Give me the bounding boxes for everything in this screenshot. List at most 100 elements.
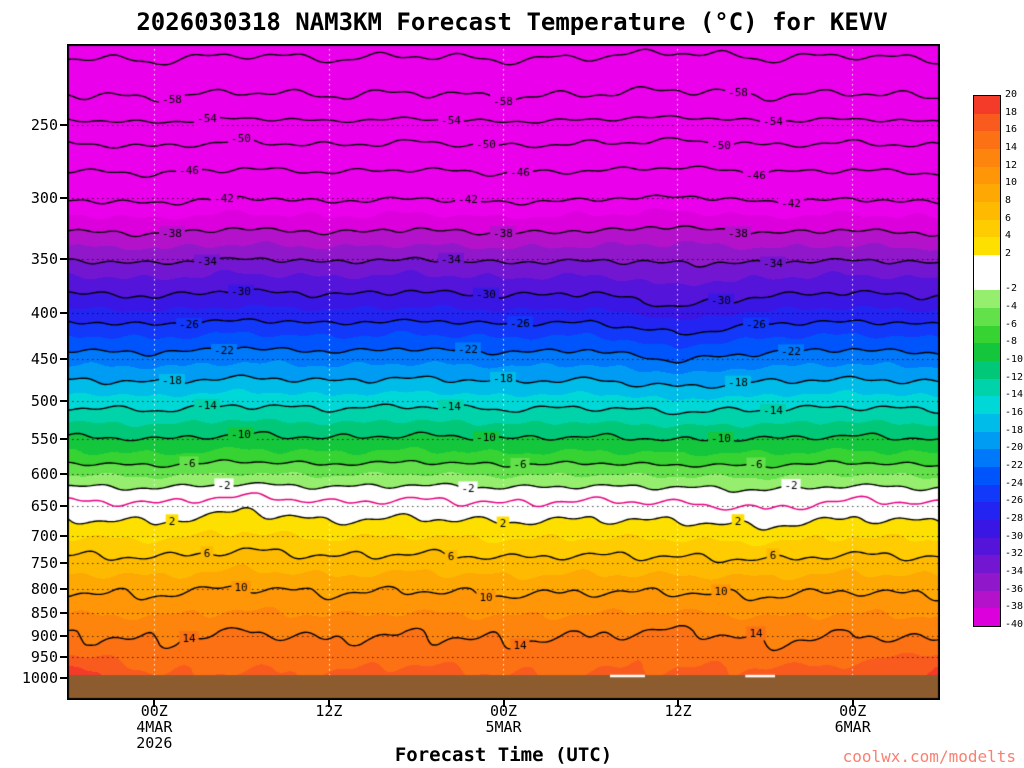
x-axis-tick-label: 12Z <box>315 702 343 720</box>
y-axis-tick-label: 600 <box>30 465 58 484</box>
y-axis-tick-mark <box>60 612 67 615</box>
colorbar-tick-label: -40 <box>1005 619 1024 630</box>
y-axis-tick-mark <box>60 438 67 441</box>
colorbar-tick-label: -28 <box>1005 513 1024 524</box>
y-axis-tick-mark <box>60 258 67 261</box>
colorbar-cell <box>974 484 1000 503</box>
y-axis-tick-label: 700 <box>30 526 58 545</box>
colorbar-cell <box>974 361 1000 379</box>
x-axis-tick-mark <box>851 700 854 707</box>
colorbar-cell <box>974 237 1000 256</box>
colorbar-cell <box>974 131 1000 150</box>
colorbar-cell <box>974 290 1000 309</box>
x-axis-tick-label: 2026 <box>136 734 173 752</box>
x-axis-tick-label: 12Z <box>664 702 692 720</box>
x-axis-tick-label: 5MAR <box>485 718 522 736</box>
colorbar-cell <box>974 449 1000 468</box>
colorbar-tick-label: -4 <box>1005 301 1018 312</box>
colorbar-cell <box>974 96 1000 114</box>
y-axis-tick-label: 400 <box>30 303 58 322</box>
y-axis-tick-label: 1000 <box>21 668 58 687</box>
colorbar-cell <box>974 255 1000 273</box>
y-axis-tick-label: 350 <box>30 250 58 269</box>
colorbar <box>973 95 1001 627</box>
colorbar-tick-label: 16 <box>1005 124 1018 136</box>
colorbar-tick-label: -34 <box>1005 566 1024 577</box>
y-axis-tick-label: 750 <box>30 554 58 573</box>
colorbar-cell <box>974 414 1000 432</box>
colorbar-tick-label: -16 <box>1005 407 1024 418</box>
colorbar-tick-label: -26 <box>1005 495 1024 507</box>
colorbar-tick-label: 8 <box>1005 195 1012 206</box>
y-axis-tick-mark <box>60 634 67 637</box>
y-axis-tick-mark <box>60 534 67 537</box>
y-axis-tick-mark <box>60 358 67 361</box>
colorbar-tick-label: -36 <box>1005 583 1024 595</box>
y-axis-tick-mark <box>60 505 67 508</box>
colorbar-tick-label: -30 <box>1005 530 1024 542</box>
colorbar-cell <box>974 166 1000 185</box>
y-axis-tick-mark <box>60 400 67 403</box>
colorbar-tick-label: 6 <box>1005 212 1012 224</box>
x-axis-tick-mark <box>677 700 680 707</box>
colorbar-cell <box>974 555 1000 574</box>
colorbar-tick-label: -12 <box>1005 371 1024 383</box>
y-axis-tick-label: 800 <box>30 579 58 598</box>
y-axis-tick-label: 500 <box>30 392 58 411</box>
colorbar-cell <box>974 308 1000 326</box>
colorbar-tick-label: -2 <box>1005 283 1018 295</box>
y-axis-tick-label: 250 <box>30 116 58 135</box>
watermark: coolwx.com/modelts <box>842 747 1016 766</box>
y-axis-tick-label: 450 <box>30 350 58 369</box>
y-axis-tick-mark <box>60 676 67 679</box>
temperature-cross-section-plot <box>67 44 940 700</box>
y-axis-tick-mark <box>60 124 67 127</box>
colorbar-cell <box>974 272 1000 291</box>
colorbar-tick-label: 18 <box>1005 106 1018 118</box>
y-axis-tick-mark <box>60 311 67 314</box>
y-axis-tick-label: 650 <box>30 497 58 516</box>
y-axis-tick-label: 550 <box>30 430 58 449</box>
colorbar-cell <box>974 537 1000 556</box>
colorbar-tick-label: 12 <box>1005 159 1018 171</box>
colorbar-tick-label: 10 <box>1005 177 1018 189</box>
colorbar-tick-label: -10 <box>1005 354 1024 365</box>
colorbar-cell <box>974 325 1000 344</box>
colorbar-cell <box>974 149 1000 167</box>
colorbar-cell <box>974 113 1000 132</box>
colorbar-cell <box>974 573 1000 591</box>
colorbar-tick-label: -14 <box>1005 389 1024 401</box>
y-axis-tick-label: 300 <box>30 188 58 207</box>
y-axis-tick-mark <box>60 587 67 590</box>
colorbar-cell <box>974 396 1000 415</box>
colorbar-cell <box>974 608 1000 627</box>
x-axis-tick-label: 00Z <box>140 702 168 720</box>
x-axis-tick-label: 4MAR <box>136 718 173 736</box>
colorbar-tick-label: -32 <box>1005 548 1024 560</box>
y-axis-tick-label: 850 <box>30 604 58 623</box>
chart-title: 2026030318 NAM3KM Forecast Temperature (… <box>136 8 888 36</box>
colorbar-tick-label: -8 <box>1005 336 1018 348</box>
colorbar-cell <box>974 184 1000 203</box>
colorbar-tick-label: 4 <box>1005 230 1012 242</box>
colorbar-tick-label: 2 <box>1005 248 1012 259</box>
colorbar-cell <box>974 502 1000 521</box>
y-axis-tick-mark <box>60 656 67 659</box>
colorbar-cell <box>974 520 1000 538</box>
colorbar-tick-label: -22 <box>1005 460 1024 471</box>
colorbar-cell <box>974 590 1000 609</box>
y-axis-tick-label: 900 <box>30 626 58 645</box>
colorbar-cell <box>974 378 1000 397</box>
colorbar-tick-label: -20 <box>1005 442 1024 454</box>
colorbar-tick-label: -18 <box>1005 424 1024 436</box>
x-axis-tick-mark <box>327 700 330 707</box>
x-axis-title: Forecast Time (UTC) <box>394 744 613 766</box>
x-axis-tick-mark <box>502 700 505 707</box>
colorbar-cell <box>974 343 1000 362</box>
colorbar-tick-label: -38 <box>1005 601 1024 613</box>
colorbar-cell <box>974 431 1000 450</box>
colorbar-tick-label: -24 <box>1005 477 1024 489</box>
x-axis-tick-label: 00Z <box>839 702 867 720</box>
x-axis-tick-label: 00Z <box>489 702 518 720</box>
